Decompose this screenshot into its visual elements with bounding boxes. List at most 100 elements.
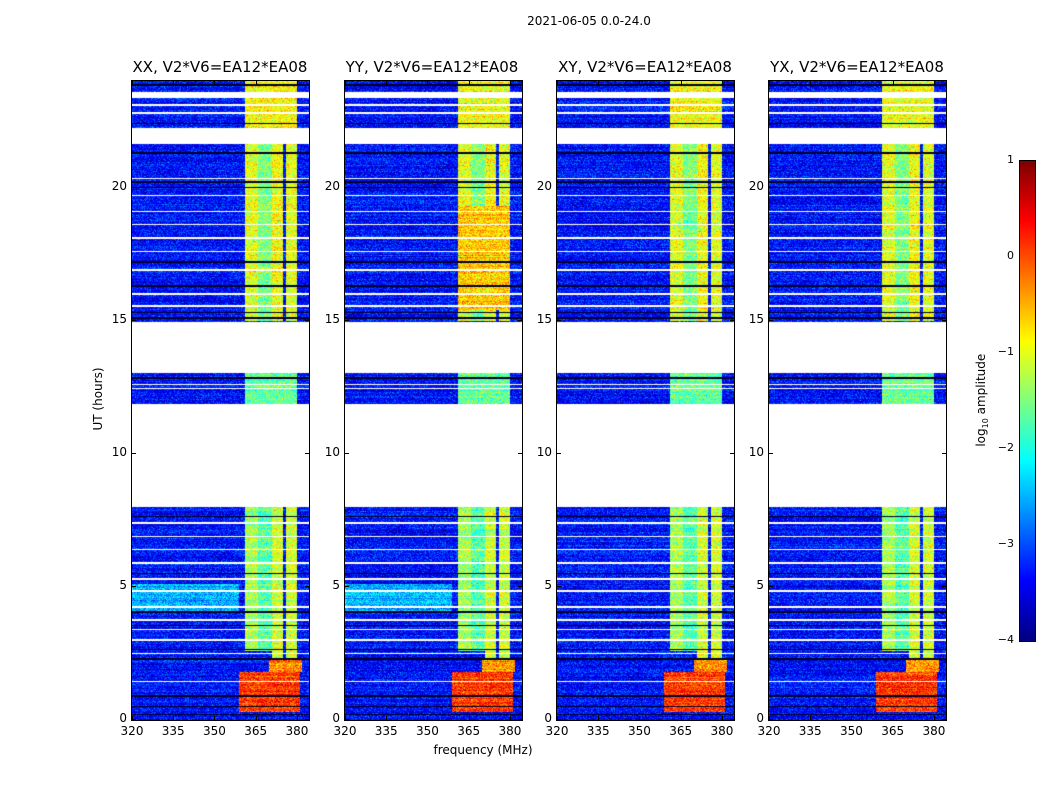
x-tick-mark <box>296 716 298 720</box>
y-tick-mark <box>942 719 946 720</box>
y-tick-mark <box>942 186 946 188</box>
y-tick-mark <box>769 585 773 587</box>
x-tick-label: 335 <box>586 724 610 738</box>
y-tick-mark <box>345 452 349 454</box>
y-tick-mark <box>730 319 734 321</box>
x-tick-label: 335 <box>798 724 822 738</box>
y-tick-mark <box>345 719 349 720</box>
heatmap-canvas <box>132 81 309 720</box>
y-tick-label: 5 <box>332 577 340 592</box>
y-tick-label: 0 <box>756 711 764 725</box>
x-tick-label: 335 <box>374 724 398 738</box>
colorbar <box>1019 160 1036 642</box>
x-tick-mark <box>509 81 511 85</box>
x-tick-mark <box>721 716 723 720</box>
y-tick-label: 0 <box>119 711 127 725</box>
y-tick-mark <box>132 319 136 321</box>
heatmap-panel-xx <box>131 80 310 721</box>
colorbar-tick-label: −3 <box>997 537 1014 550</box>
heatmap-panel-yy <box>344 80 523 721</box>
x-tick-label: 365 <box>457 724 481 738</box>
x-tick-mark <box>468 716 470 720</box>
y-tick-mark <box>769 719 773 720</box>
x-tick-mark <box>598 81 600 85</box>
y-tick-mark <box>305 585 309 587</box>
x-tick-mark <box>892 81 894 85</box>
x-tick-mark <box>639 716 641 720</box>
y-tick-label: 5 <box>119 577 127 592</box>
y-tick-mark <box>730 452 734 454</box>
x-tick-mark <box>851 716 853 720</box>
x-tick-label: 350 <box>416 724 439 738</box>
y-tick-mark <box>305 719 309 720</box>
x-tick-mark <box>427 716 429 720</box>
y-tick-mark <box>518 585 522 587</box>
y-tick-mark <box>305 186 309 188</box>
x-tick-label: 350 <box>628 724 651 738</box>
y-tick-label: 5 <box>544 577 552 592</box>
y-tick-mark <box>557 719 561 720</box>
x-tick-mark <box>386 81 388 85</box>
x-tick-mark <box>933 81 935 85</box>
y-tick-label: 20 <box>536 178 552 193</box>
x-tick-mark <box>810 81 812 85</box>
x-tick-label: 335 <box>161 724 185 738</box>
y-tick-mark <box>557 452 561 454</box>
y-tick-mark <box>942 319 946 321</box>
x-tick-mark <box>509 716 511 720</box>
y-tick-mark <box>345 319 349 321</box>
y-tick-label: 15 <box>111 311 127 326</box>
y-tick-mark <box>345 585 349 587</box>
y-tick-label: 10 <box>748 444 764 459</box>
y-tick-label: 10 <box>324 444 340 459</box>
x-tick-mark <box>173 81 175 85</box>
x-tick-mark <box>214 716 216 720</box>
x-tick-mark <box>132 716 133 720</box>
x-tick-mark <box>557 81 558 85</box>
x-tick-mark <box>468 81 470 85</box>
y-tick-label: 20 <box>324 178 340 193</box>
x-tick-label: 350 <box>840 724 863 738</box>
x-tick-label: 320 <box>545 724 569 738</box>
y-tick-mark <box>557 585 561 587</box>
y-tick-mark <box>518 319 522 321</box>
panel-title-yy: YY, V2*V6=EA12*EA08 <box>345 58 519 76</box>
y-tick-mark <box>557 186 561 188</box>
y-tick-mark <box>132 186 136 188</box>
x-tick-mark <box>769 81 770 85</box>
colorbar-label: log10 amplitude <box>974 340 990 460</box>
x-tick-mark <box>933 716 935 720</box>
y-tick-mark <box>305 319 309 321</box>
y-tick-label: 10 <box>536 444 552 459</box>
y-tick-label: 15 <box>324 311 340 326</box>
y-tick-label: 5 <box>756 577 764 592</box>
y-tick-label: 0 <box>544 711 552 725</box>
x-tick-mark <box>851 81 853 85</box>
y-tick-mark <box>769 186 773 188</box>
y-tick-label: 0 <box>332 711 340 725</box>
x-tick-mark <box>680 81 682 85</box>
y-tick-mark <box>132 452 136 454</box>
x-tick-label: 380 <box>922 724 946 738</box>
x-tick-mark <box>427 81 429 85</box>
x-tick-label: 380 <box>710 724 734 738</box>
y-tick-mark <box>730 585 734 587</box>
y-tick-mark <box>769 319 773 321</box>
y-tick-mark <box>518 452 522 454</box>
heatmap-canvas <box>345 81 522 720</box>
x-tick-mark <box>721 81 723 85</box>
x-tick-label: 365 <box>669 724 693 738</box>
panel-title-xy: XY, V2*V6=EA12*EA08 <box>558 58 732 76</box>
y-tick-label: 20 <box>748 178 764 193</box>
y-tick-mark <box>305 452 309 454</box>
colorbar-label-rest: amplitude <box>973 353 988 419</box>
colorbar-tick-label: −2 <box>997 441 1014 454</box>
colorbar-tick-label: 1 <box>1007 153 1014 166</box>
x-tick-label: 320 <box>120 724 144 738</box>
x-tick-mark <box>345 716 346 720</box>
y-tick-mark <box>942 452 946 454</box>
x-tick-mark <box>255 81 257 85</box>
x-tick-label: 365 <box>244 724 268 738</box>
x-tick-mark <box>810 716 812 720</box>
x-tick-label: 320 <box>757 724 781 738</box>
